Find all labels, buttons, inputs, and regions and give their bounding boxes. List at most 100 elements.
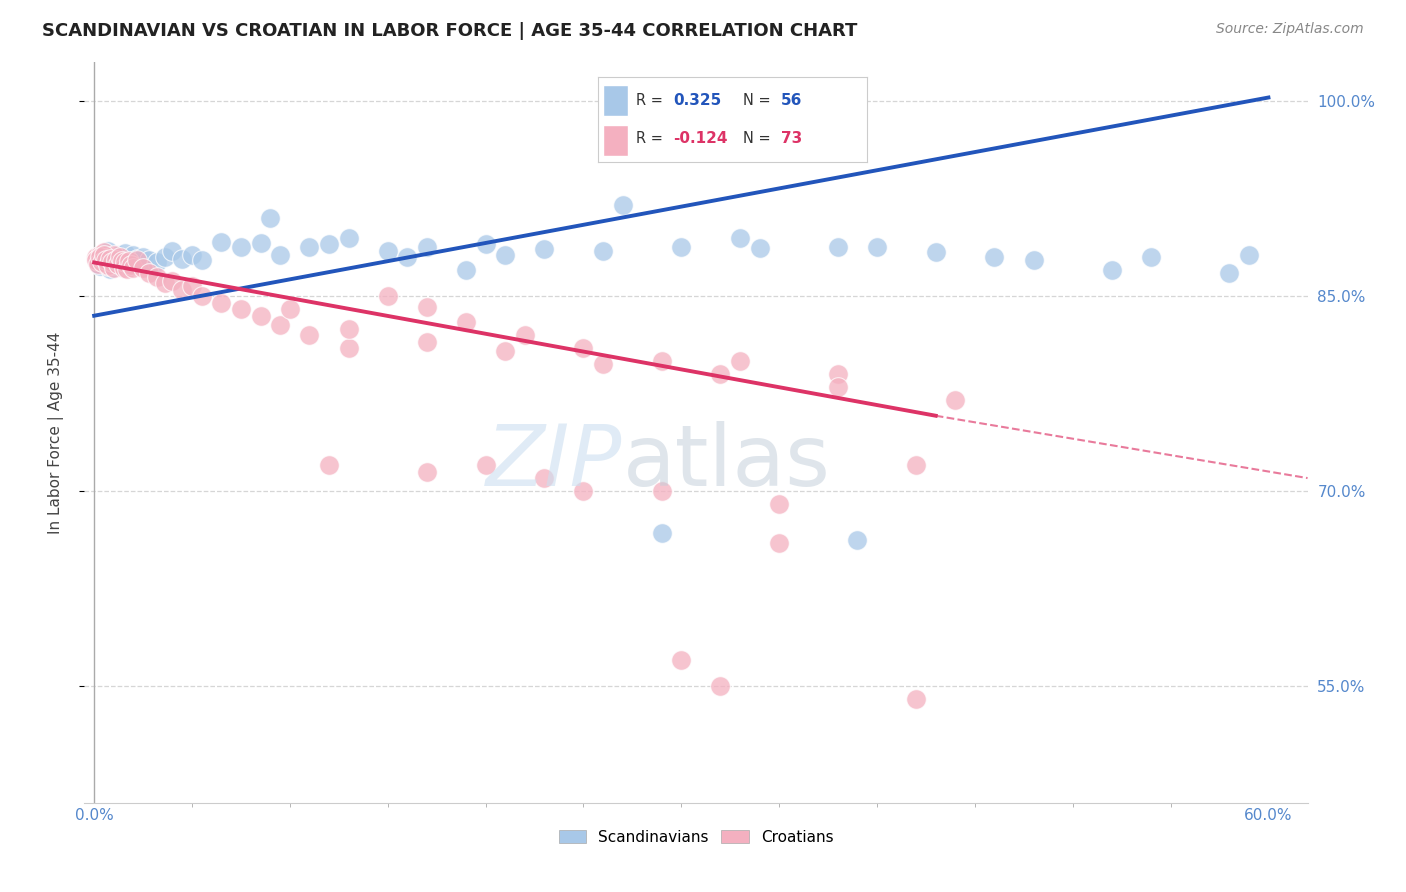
Point [1237,248,1260,262]
Point [87,257,110,271]
Point [114,255,136,269]
Point [651,484,673,499]
Point [474,458,496,472]
Point [87,257,110,271]
Point [925,245,948,260]
Point [318,237,340,252]
Point [191,289,214,303]
Point [983,250,1005,264]
Point [533,471,555,485]
Point [127,252,149,267]
Point [84,252,107,267]
Point [103,248,125,262]
Point [172,252,194,266]
Point [229,302,252,317]
Point [112,260,135,275]
Point [118,260,141,274]
Point [114,246,136,260]
Point [651,525,673,540]
Point [592,244,614,258]
Text: Source: ZipAtlas.com: Source: ZipAtlas.com [1216,22,1364,37]
Point [671,240,693,254]
Point [728,354,751,368]
Point [1101,263,1123,277]
Point [146,255,169,269]
Point [709,679,731,693]
Point [153,277,176,291]
Point [181,248,204,262]
Point [104,258,127,272]
Point [138,266,160,280]
Point [905,692,928,706]
Point [1022,252,1045,267]
Point [1140,250,1163,264]
Point [91,252,114,266]
Point [91,255,114,269]
Point [94,255,117,269]
Point [89,260,111,274]
Point [416,240,439,254]
Point [572,484,595,499]
Point [112,255,135,269]
Point [87,254,110,268]
Point [827,367,849,381]
Point [132,250,155,264]
Point [100,254,122,268]
Point [474,237,496,252]
Point [278,302,301,317]
Point [337,322,360,336]
Point [846,533,869,548]
Point [728,231,751,245]
Point [103,260,125,275]
Point [229,240,252,254]
Point [172,283,194,297]
Point [89,248,111,262]
Point [748,241,770,255]
Point [153,250,176,264]
Point [709,367,731,381]
Point [107,257,129,271]
Point [494,343,516,358]
Point [318,458,340,472]
Point [298,240,321,254]
Point [94,252,117,266]
Point [671,653,693,667]
Point [84,250,107,264]
Point [943,393,966,408]
Point [905,458,928,472]
Point [298,328,321,343]
Point [118,254,141,268]
Text: atlas: atlas [623,421,831,504]
Point [97,258,120,272]
Point [93,248,115,262]
Point [377,289,399,303]
Point [866,240,889,254]
Text: SCANDINAVIAN VS CROATIAN IN LABOR FORCE | AGE 35-44 CORRELATION CHART: SCANDINAVIAN VS CROATIAN IN LABOR FORCE … [42,22,858,40]
Point [162,244,184,258]
Point [98,262,121,277]
Point [108,252,131,266]
Point [592,357,614,371]
Point [108,250,131,264]
Point [127,252,149,266]
Text: ZIP: ZIP [486,421,623,504]
Point [377,244,399,258]
Point [120,258,142,272]
Point [572,341,595,355]
Point [827,380,849,394]
Point [107,248,129,262]
Point [827,240,849,254]
Point [100,250,122,264]
Point [132,260,155,275]
Point [98,250,121,264]
Point [249,309,271,323]
Point [93,245,115,260]
Point [93,248,115,262]
Point [454,263,477,277]
Point [337,341,360,355]
Point [269,318,291,332]
Point [416,465,439,479]
Point [97,260,120,274]
Point [249,235,271,250]
Point [146,269,169,284]
